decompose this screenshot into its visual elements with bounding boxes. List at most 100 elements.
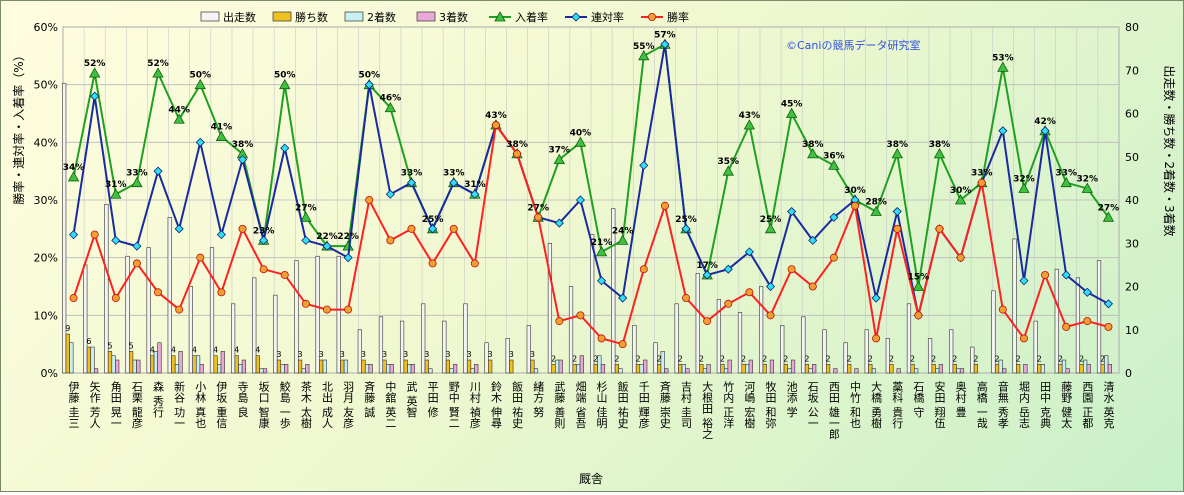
- bar-data-label: 3: [466, 350, 471, 359]
- marker-diamond: [1082, 287, 1092, 297]
- category-label: 森 秀行: [152, 380, 165, 418]
- bar-勝ち数: [213, 355, 218, 374]
- bar-data-label: 2: [699, 354, 704, 363]
- category-label: 斉藤 崇史: [658, 380, 671, 429]
- point-data-label: 33%: [401, 169, 423, 179]
- bar-出走数: [442, 320, 447, 374]
- legend-marker: [648, 12, 657, 21]
- marker-circle: [745, 288, 754, 297]
- point-data-label: 38%: [886, 140, 908, 150]
- marker-circle: [703, 317, 712, 326]
- marker-triangle: [574, 136, 587, 147]
- marker-circle: [851, 201, 860, 210]
- bar-出走数: [949, 329, 954, 374]
- legend-swatch: [200, 11, 220, 22]
- bar-2着数: [195, 355, 201, 374]
- bar-3着数: [410, 364, 415, 374]
- bar-勝ち数: [530, 359, 535, 374]
- bar-2着数: [723, 368, 729, 374]
- category-label: 杉山 佳明: [595, 380, 608, 429]
- marker-diamond: [385, 189, 395, 199]
- bar-2着数: [998, 359, 1003, 374]
- point-data-label: 33%: [1055, 169, 1077, 179]
- bar-2着数: [702, 368, 708, 374]
- marker-triangle: [553, 153, 565, 165]
- bar-勝ち数: [1100, 364, 1105, 374]
- point-data-label: 52%: [147, 59, 169, 69]
- right-tick-label: 20: [1125, 281, 1139, 294]
- bar-出走数: [674, 303, 679, 374]
- bar-data-label: 2: [931, 354, 936, 363]
- marker-triangle: [954, 194, 967, 205]
- point-data-label: 55%: [633, 42, 655, 52]
- bar-2着数: [639, 364, 644, 374]
- bar-3着数: [241, 359, 247, 374]
- right-tick-label: 50: [1125, 151, 1139, 164]
- point-data-label: 40%: [570, 128, 592, 138]
- legend-swatch: [272, 11, 292, 22]
- bar-勝ち数: [804, 364, 810, 374]
- bar-勝ち数: [192, 355, 197, 374]
- bar-data-label: 3: [445, 350, 450, 359]
- bar-出走数: [104, 204, 109, 374]
- marker-triangle: [1102, 211, 1115, 222]
- bar-2着数: [90, 346, 95, 374]
- category-label: 中竹 和也: [849, 381, 862, 429]
- marker-diamond: [322, 241, 332, 251]
- marker-diamond: [765, 281, 776, 292]
- bar-出走数: [1054, 268, 1059, 374]
- bar-出走数: [505, 338, 510, 374]
- bar-勝ち数: [234, 355, 239, 374]
- marker-triangle: [152, 67, 164, 78]
- bar-data-label: 4: [255, 346, 260, 355]
- bar-出走数: [780, 325, 785, 374]
- bar-出走数: [1012, 238, 1017, 374]
- bar-data-label: 2: [593, 354, 598, 363]
- bar-3着数: [389, 364, 394, 374]
- category-label: 坂口 智康: [257, 381, 270, 429]
- bar-2着数: [407, 364, 412, 374]
- bar-2着数: [301, 368, 306, 374]
- right-tick-label: 0: [1125, 367, 1132, 380]
- category-label: 奥村 豊: [954, 380, 967, 418]
- marker-circle: [513, 149, 522, 158]
- category-label: 石坂 公一: [806, 381, 819, 429]
- marker-circle: [829, 253, 838, 262]
- bar-2着数: [111, 355, 116, 374]
- bar-3着数: [262, 368, 268, 374]
- marker-circle: [1041, 270, 1050, 279]
- category-label: 武 英智: [405, 381, 418, 418]
- bar-3着数: [178, 351, 183, 374]
- bar-出走数: [378, 316, 384, 374]
- point-data-label: 45%: [781, 100, 803, 110]
- bar-出走数: [737, 312, 743, 374]
- bar-data-label: 3: [276, 350, 281, 359]
- category-label: 安田 翔伍: [933, 380, 946, 429]
- bar-data-label: 5: [107, 341, 112, 350]
- marker-diamond: [449, 178, 459, 188]
- point-data-label: 25%: [760, 215, 782, 225]
- bar-出走数: [1096, 260, 1102, 374]
- marker-triangle: [131, 176, 143, 188]
- bar-3着数: [93, 368, 99, 374]
- bar-2着数: [745, 364, 750, 374]
- bar-勝ち数: [297, 359, 303, 374]
- marker-diamond: [174, 224, 184, 234]
- bar-出走数: [273, 294, 278, 374]
- category-label: 河嶋 宏樹: [743, 381, 756, 429]
- bar-data-label: 2: [826, 354, 831, 363]
- left-tick-label: 40%: [34, 136, 58, 149]
- marker-circle: [1104, 322, 1113, 331]
- category-label: 鮫島 一歩: [278, 380, 291, 429]
- marker-circle: [196, 253, 205, 262]
- marker-triangle: [638, 50, 650, 61]
- bar-2着数: [449, 368, 454, 374]
- point-data-label: 25%: [422, 215, 444, 225]
- bar-勝ち数: [1079, 364, 1084, 374]
- bar-出走数: [653, 342, 658, 374]
- point-data-label: 36%: [823, 151, 845, 161]
- marker-triangle: [722, 165, 734, 176]
- bar-勝ち数: [952, 364, 957, 374]
- marker-circle: [132, 259, 141, 268]
- category-label: 音無 秀孝: [996, 380, 1009, 429]
